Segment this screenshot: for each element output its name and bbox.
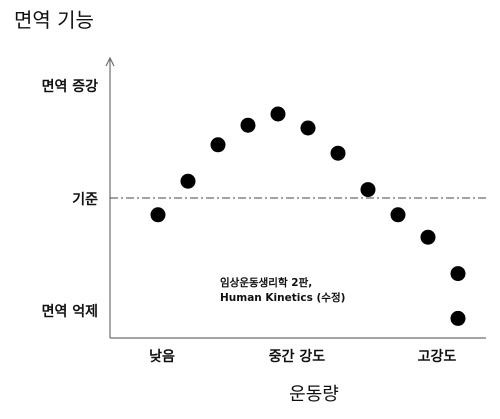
data-point-0-1: [180, 173, 196, 189]
data-point-0-5: [300, 120, 316, 136]
data-point-0-6: [330, 145, 346, 161]
x-tick-label-moderate: 중간 강도: [268, 349, 326, 365]
data-point-0-3: [240, 117, 256, 133]
data-point-0-9: [420, 229, 436, 245]
data-point-0-7: [360, 182, 376, 198]
y-tick-label-top: 면역 증강: [41, 79, 98, 95]
data-point-0-4: [270, 106, 286, 122]
data-point-1-0: [450, 310, 466, 326]
x-tick-label-low: 낮음: [149, 349, 175, 365]
source-annotation: 임상운동생리학 2판, Human Kinetics (수정): [220, 276, 345, 306]
y-tick-label-baseline: 기준: [72, 192, 98, 208]
y-tick-label-bottom: 면역 억제: [41, 304, 98, 320]
chart-title: 면역 기능: [14, 8, 94, 32]
data-point-0-10: [450, 266, 466, 282]
x-axis-label: 운동량: [289, 384, 339, 405]
x-tick-label-high: 고강도: [417, 349, 457, 365]
source-annotation-line-2: Human Kinetics (수정): [220, 292, 346, 304]
y-axis-arrowhead: [105, 56, 115, 67]
data-point-0-2: [210, 137, 226, 153]
data-point-0-0: [150, 207, 166, 223]
data-point-0-8: [390, 207, 406, 223]
source-annotation-line-1: 임상운동생리학 2판,: [220, 277, 313, 289]
